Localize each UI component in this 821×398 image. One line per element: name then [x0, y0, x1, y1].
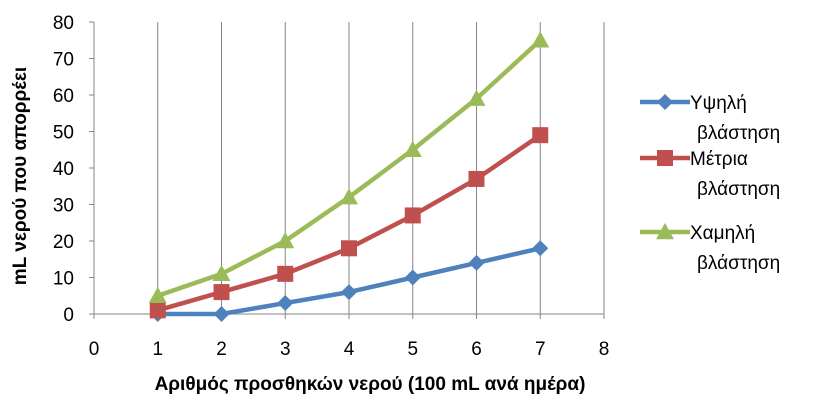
data-point-0-6: [532, 240, 549, 257]
data-point-1-6: [532, 127, 549, 144]
data-point-1-3: [341, 240, 357, 257]
y-tick-label: 80: [53, 13, 74, 34]
data-point-1-5: [468, 170, 485, 187]
x-tick-label: 2: [216, 339, 227, 360]
series-group: [148, 31, 550, 322]
x-tick-labels: 0 1 2 3 4 5 6 7 8: [89, 339, 610, 360]
x-axis-title: Αριθμός προσθηκών νερού (100 mL ανά ημέρ…: [155, 374, 586, 395]
y-axis-title: mL νερού που απορρέει: [10, 67, 31, 285]
x-tick-label: 8: [599, 339, 610, 360]
legend-label-line2: βλάστηση: [697, 123, 780, 144]
data-point-0-1: [213, 306, 230, 322]
y-tick-label: 20: [53, 232, 74, 253]
legend-label-line1: Χαμηλή: [690, 223, 755, 244]
data-point-2-0: [148, 286, 167, 303]
legend-item-0: Υψηλή βλάστηση: [640, 93, 780, 144]
legend-label-line1: Μέτρια: [690, 149, 748, 170]
data-point-1-1: [213, 284, 230, 301]
x-tick-label: 3: [280, 339, 291, 360]
y-tick-labels: 0 10 20 30 40 50 60 70 80: [53, 13, 74, 326]
y-tick-label: 60: [53, 86, 74, 107]
gridlines: [157, 22, 605, 314]
y-tick-label: 40: [53, 159, 74, 180]
x-tick-label: 6: [471, 339, 482, 360]
series-2: [148, 31, 550, 303]
legend-item-2: Χαμηλή βλάστηση: [640, 223, 780, 274]
data-point-0-3: [341, 284, 357, 301]
x-tick-label: 5: [407, 339, 418, 360]
y-tick-label: 30: [53, 196, 74, 217]
legend-item-1: Μέτρια βλάστηση: [640, 149, 780, 200]
legend: Υψηλή βλάστηση Μέτρια βλάστηση Χαμηλή βλάστησ…: [640, 93, 780, 274]
data-point-2-2: [276, 232, 295, 249]
data-point-2-4: [403, 140, 422, 157]
data-point-2-1: [212, 264, 231, 282]
x-tick-label: 0: [89, 339, 100, 360]
legend-label-line2: βλάστηση: [697, 253, 780, 274]
legend-marker-icon: [657, 94, 673, 110]
x-tick-label: 1: [152, 339, 163, 360]
axes: [89, 21, 605, 319]
data-point-0-4: [404, 269, 421, 286]
data-point-1-4: [404, 207, 421, 224]
legend-label-line1: Υψηλή: [690, 93, 747, 114]
data-point-2-3: [340, 188, 358, 205]
data-point-2-6: [531, 31, 550, 48]
data-point-1-2: [277, 265, 294, 282]
data-point-0-5: [468, 254, 485, 271]
data-point-0-2: [277, 295, 294, 312]
y-tick-label: 10: [53, 269, 74, 290]
legend-label-line2: βλάστηση: [697, 179, 780, 200]
x-tick-label: 7: [535, 339, 546, 360]
data-point-2-5: [467, 89, 486, 106]
series-1: [149, 127, 549, 319]
data-point-1-0: [149, 302, 166, 319]
y-tick-label: 0: [63, 305, 74, 326]
x-tick-label: 4: [344, 339, 355, 360]
legend-marker-icon: [657, 150, 673, 166]
y-tick-label: 70: [53, 50, 74, 71]
legend-marker-icon: [656, 223, 674, 240]
y-tick-label: 50: [53, 123, 74, 144]
